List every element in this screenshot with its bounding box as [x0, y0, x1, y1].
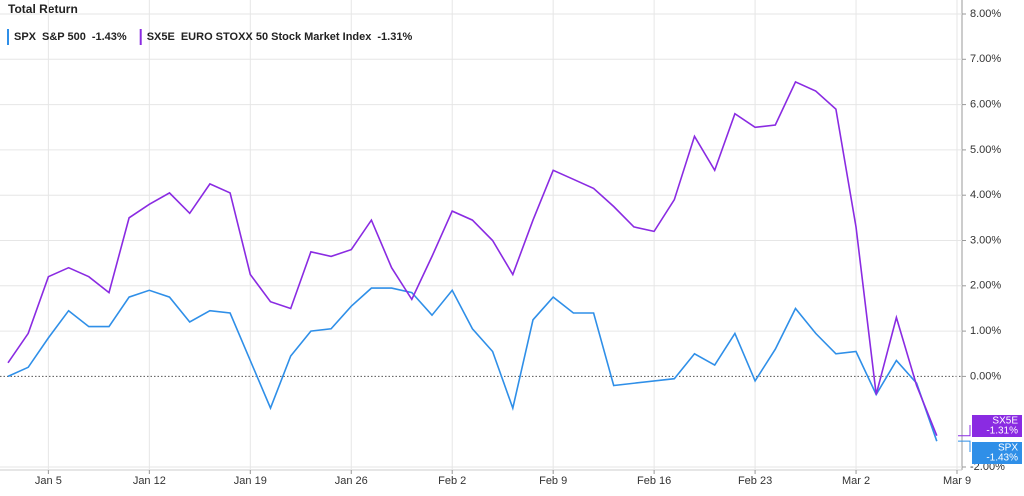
legend-symbol: SPX [14, 31, 37, 43]
end-connector [958, 425, 971, 437]
legend-description: EURO STOXX 50 Stock Market Index [181, 31, 372, 43]
series-line [7, 80, 938, 436]
chart-title: Total Return [8, 2, 78, 16]
end-label-box [972, 415, 1022, 437]
x-tick-label: Feb 2 [438, 475, 466, 487]
y-tick-label: 0.00% [970, 370, 1001, 382]
x-tick-label: Jan 26 [335, 475, 368, 487]
y-tick-label: 6.00% [970, 99, 1001, 111]
legend-value: -1.31% [377, 31, 412, 43]
y-tick-label: 2.00% [970, 280, 1001, 292]
y-tick-label: 5.00% [970, 144, 1001, 156]
x-tick-label: Mar 2 [842, 475, 870, 487]
x-tick-label: Mar 9 [943, 475, 971, 487]
y-tick-label: 1.00% [970, 325, 1001, 337]
x-tick-label: Jan 5 [35, 475, 62, 487]
x-tick-label: Feb 16 [637, 475, 671, 487]
y-tick-label: 8.00% [970, 8, 1001, 20]
legend-item: SX5E EURO STOXX 50 Stock Market Index -1.3… [139, 29, 412, 45]
y-tick-label: 3.00% [970, 234, 1001, 246]
x-tick-label: Feb 23 [738, 475, 772, 487]
y-tick-label: 4.00% [970, 189, 1001, 201]
end-label-box [972, 442, 1022, 464]
series-line [7, 287, 938, 442]
legend-value: -1.43% [92, 31, 127, 43]
end-label-name: SX5E [992, 416, 1018, 427]
end-connector [958, 440, 971, 452]
x-tick-label: Feb 9 [539, 475, 567, 487]
legend-description: S&P 500 [42, 31, 86, 43]
x-tick-label: Jan 12 [133, 475, 166, 487]
end-label-name: SPX [998, 443, 1018, 454]
legend-item: SPX S&P 500 -1.43% [7, 29, 127, 45]
end-label-value: -1.43% [986, 453, 1018, 464]
x-tick-label: Jan 19 [234, 475, 267, 487]
y-tick-label: 7.00% [970, 53, 1001, 65]
end-label-value: -1.31% [986, 426, 1018, 437]
legend-symbol: SX5E [147, 31, 175, 43]
